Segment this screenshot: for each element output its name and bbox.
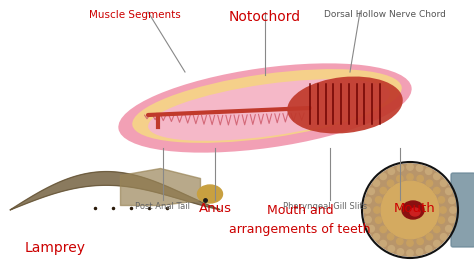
Circle shape <box>381 181 439 239</box>
Text: Lamprey: Lamprey <box>25 241 85 255</box>
Circle shape <box>387 234 394 240</box>
Circle shape <box>416 165 423 171</box>
Circle shape <box>397 165 404 171</box>
Circle shape <box>368 188 374 194</box>
Circle shape <box>450 207 456 213</box>
Polygon shape <box>10 172 220 210</box>
Circle shape <box>417 238 423 244</box>
Circle shape <box>407 164 413 170</box>
Text: Post Anal Tail: Post Anal Tail <box>136 202 191 211</box>
Circle shape <box>397 175 403 182</box>
Ellipse shape <box>402 201 424 219</box>
Circle shape <box>365 216 371 223</box>
Circle shape <box>388 246 394 252</box>
Ellipse shape <box>198 185 222 203</box>
Circle shape <box>449 197 455 204</box>
Circle shape <box>375 197 382 203</box>
Circle shape <box>417 175 423 182</box>
Circle shape <box>397 238 403 244</box>
FancyBboxPatch shape <box>451 173 474 247</box>
Circle shape <box>365 197 371 204</box>
Circle shape <box>449 216 455 223</box>
Circle shape <box>438 197 445 203</box>
Text: Mouth and
arrangements of teeth: Mouth and arrangements of teeth <box>229 205 371 235</box>
Circle shape <box>434 240 440 247</box>
Text: Pharyngeal Gill Slits: Pharyngeal Gill Slits <box>283 202 367 211</box>
Circle shape <box>407 174 413 180</box>
Ellipse shape <box>410 208 420 216</box>
Ellipse shape <box>148 79 390 141</box>
Circle shape <box>407 240 413 246</box>
Circle shape <box>438 217 445 223</box>
Circle shape <box>380 226 386 232</box>
Circle shape <box>388 168 394 174</box>
Circle shape <box>380 188 386 194</box>
Circle shape <box>380 173 386 180</box>
Circle shape <box>364 164 456 256</box>
Circle shape <box>426 246 432 252</box>
Circle shape <box>387 180 394 186</box>
Ellipse shape <box>118 63 411 153</box>
Ellipse shape <box>132 69 402 143</box>
Circle shape <box>416 249 423 255</box>
Text: Muscle Segments: Muscle Segments <box>89 10 181 20</box>
Circle shape <box>426 168 432 174</box>
Text: Notochord: Notochord <box>229 10 301 24</box>
Circle shape <box>440 207 446 213</box>
Circle shape <box>446 188 452 194</box>
Circle shape <box>434 188 440 194</box>
Circle shape <box>426 234 433 240</box>
Circle shape <box>364 207 370 213</box>
Circle shape <box>380 240 386 247</box>
Circle shape <box>397 249 404 255</box>
Circle shape <box>374 207 380 213</box>
Circle shape <box>440 234 447 240</box>
Circle shape <box>373 234 380 240</box>
Ellipse shape <box>287 77 403 134</box>
Circle shape <box>446 226 452 232</box>
Circle shape <box>373 180 380 186</box>
Text: Dorsal Hollow Nerve Chord: Dorsal Hollow Nerve Chord <box>324 10 446 19</box>
Circle shape <box>440 180 447 186</box>
Circle shape <box>434 173 440 180</box>
Circle shape <box>407 250 413 256</box>
Circle shape <box>426 180 433 186</box>
Circle shape <box>368 226 374 232</box>
Circle shape <box>375 217 382 223</box>
Text: Anus: Anus <box>199 202 231 215</box>
Circle shape <box>434 226 440 232</box>
Text: Mouth: Mouth <box>394 202 436 215</box>
